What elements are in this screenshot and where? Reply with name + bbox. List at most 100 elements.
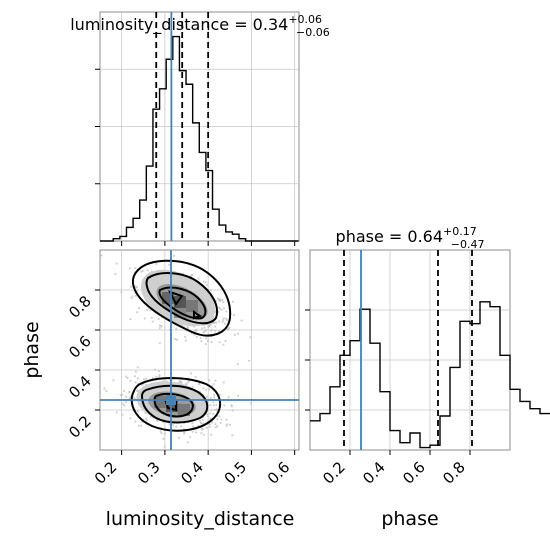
sample-point	[214, 379, 217, 382]
sample-point	[206, 395, 209, 398]
sample-point	[212, 412, 215, 415]
sample-point	[194, 375, 197, 378]
sample-point	[210, 328, 213, 331]
sample-point	[149, 415, 152, 418]
sample-point	[121, 402, 124, 405]
sample-point	[186, 326, 189, 329]
sample-point	[183, 432, 186, 435]
hist-phase-step-line	[310, 301, 550, 449]
sample-point	[210, 409, 213, 412]
sample-point	[132, 396, 135, 399]
sample-point	[150, 316, 153, 319]
contour-upper-inner	[158, 286, 207, 320]
sample-point	[215, 403, 218, 406]
sample-point	[201, 418, 204, 421]
sample-point	[205, 337, 208, 340]
sample-point	[218, 299, 222, 303]
tick-label: 0.3	[134, 458, 164, 488]
tick-label: 0.6	[264, 458, 294, 488]
sample-point	[221, 320, 224, 324]
tick-label: 0.4	[359, 458, 389, 488]
sample-point	[105, 390, 108, 393]
sample-point	[202, 387, 205, 390]
sample-point	[191, 385, 194, 388]
sample-point	[204, 281, 207, 284]
sample-point	[189, 372, 193, 375]
sample-point	[128, 397, 131, 400]
xlabel-luminosity-distance: luminosity_distance	[106, 508, 295, 530]
sample-point	[145, 377, 148, 380]
sample-point	[134, 381, 137, 384]
sample-point	[199, 421, 202, 424]
sample-point	[174, 337, 177, 341]
sample-point	[157, 318, 160, 321]
contour-upper-outer	[132, 259, 232, 337]
sample-point	[205, 283, 208, 286]
sample-point	[123, 389, 126, 392]
sample-point	[233, 333, 236, 336]
sample-point	[131, 295, 134, 298]
sample-point	[149, 309, 152, 312]
sample-point	[120, 291, 123, 294]
sample-point	[218, 341, 221, 344]
sample-point	[219, 422, 222, 425]
contour-upper-core	[168, 290, 184, 306]
density-content	[100, 254, 252, 448]
sample-point	[114, 272, 117, 276]
sample-point	[222, 307, 226, 310]
sample-point	[197, 277, 200, 280]
sample-point	[208, 388, 211, 391]
sample-point	[210, 323, 213, 326]
sample-point	[160, 325, 163, 328]
sample-point	[158, 342, 161, 345]
sample-point	[222, 381, 225, 384]
tick-label: 0.2	[91, 458, 121, 488]
tick-label: 0.6	[399, 458, 429, 488]
sample-point	[203, 330, 206, 333]
contour-lower-outer	[130, 377, 222, 432]
sample-point	[100, 254, 103, 257]
sample-point	[200, 432, 203, 435]
sample-point	[136, 311, 139, 314]
density-2d-panel: 0.2 0.3 0.4 0.5 0.6 0.2 0.4 0.6 0.8	[65, 249, 300, 488]
sample-point	[168, 263, 171, 266]
sample-point	[216, 418, 219, 421]
tick-label: 0.5	[221, 458, 251, 488]
sample-point	[202, 422, 205, 425]
sample-point	[125, 395, 128, 398]
sample-point	[163, 445, 166, 448]
sample-point	[211, 421, 214, 424]
sample-point	[215, 321, 218, 324]
sample-point	[231, 434, 234, 437]
sample-point	[133, 375, 136, 378]
sample-point	[213, 396, 216, 399]
sample-point	[184, 339, 187, 342]
sample-point	[223, 404, 226, 407]
sample-point	[217, 330, 221, 333]
sample-point	[143, 317, 146, 320]
sample-point	[232, 314, 236, 317]
sample-point	[128, 390, 131, 393]
contour-upper-core-2	[193, 310, 203, 320]
ylabel-phase: phase	[21, 321, 43, 378]
sample-point	[121, 413, 124, 416]
sample-point	[145, 417, 148, 420]
sample-point	[157, 369, 161, 373]
sample-point	[209, 433, 213, 436]
sample-point	[172, 254, 176, 257]
sample-point	[217, 320, 220, 323]
density-bin	[178, 404, 190, 416]
sample-point	[206, 340, 209, 343]
sample-point	[124, 401, 128, 404]
sample-point	[175, 425, 178, 428]
sample-point	[216, 425, 219, 428]
sample-point	[206, 415, 210, 418]
sample-point	[205, 329, 208, 332]
sample-point	[216, 297, 220, 300]
tick-label: 0.6	[65, 332, 95, 362]
tick-label: 0.2	[65, 412, 95, 442]
sample-point	[220, 308, 223, 312]
sample-point	[115, 262, 118, 265]
sample-point	[158, 326, 161, 330]
sample-point	[212, 383, 215, 386]
